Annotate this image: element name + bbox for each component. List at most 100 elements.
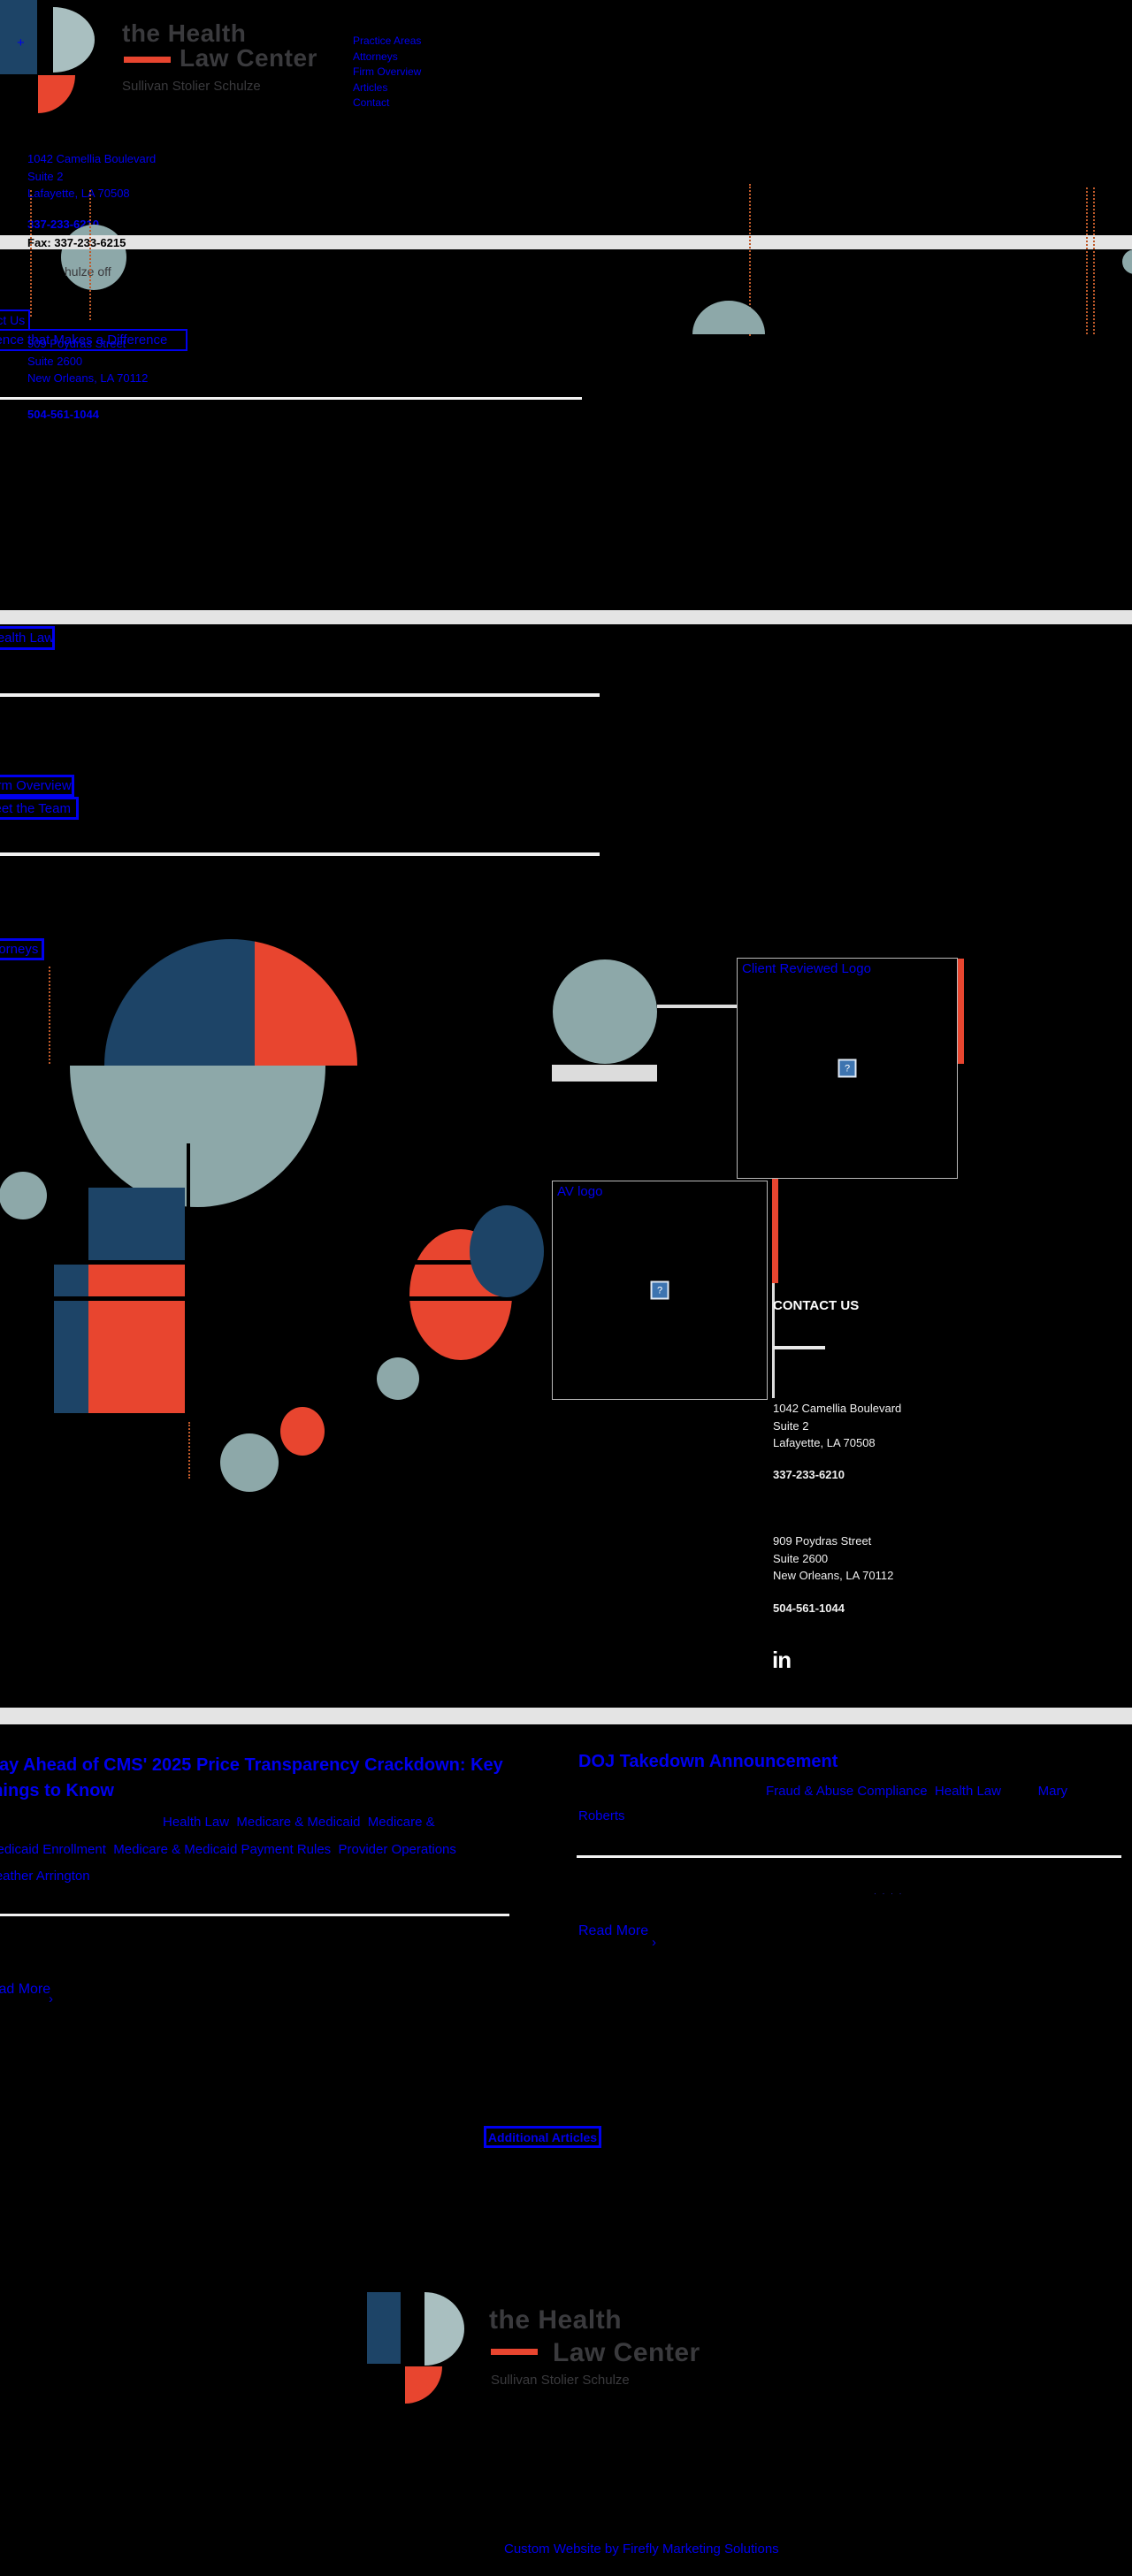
logo-text-line1: the Health (122, 19, 247, 47)
experience-boxed-link[interactable]: Experience that Makes a Difference (0, 329, 187, 351)
nav-practice-areas[interactable]: Practice Areas (353, 34, 422, 47)
attorneys-boxed-link[interactable]: Attorneys (0, 938, 44, 960)
firm-overview-boxed-link[interactable]: Firm Overview (0, 775, 74, 797)
additional-articles-button[interactable]: Additional Articles (484, 2126, 601, 2148)
divider-line (577, 1855, 1121, 1858)
address-line: 909 Poydras Street (27, 337, 126, 350)
black-rule (0, 1260, 761, 1265)
decor-teal-circle-med (553, 959, 657, 1064)
address-line: Suite 2 (27, 169, 64, 183)
connector-line (657, 1005, 737, 1008)
fax-number: Fax: 337-233-6215 (27, 236, 126, 249)
footer-logo-text-line2: Law Center (553, 2338, 700, 2367)
footer-address-neworleans: 909 Poydras Street Suite 2600 New Orlean… (773, 1533, 893, 1585)
black-rule (0, 1296, 761, 1301)
top-address-lafayette[interactable]: 1042 Camellia Boulevard Suite 2 Lafayett… (27, 150, 156, 203)
top-address-neworleans[interactable]: 909 Poydras Street Suite 2600 New Orlean… (27, 335, 148, 387)
address-line: 909 Poydras Street (773, 1534, 872, 1548)
broken-image-icon: ? (650, 1280, 669, 1300)
read-more-right[interactable]: Read More (578, 1923, 649, 1938)
logo-teal-halfcircle-icon (53, 7, 95, 73)
decor-navy-strip (54, 1265, 88, 1413)
address-line: Suite 2600 (773, 1551, 829, 1565)
decor-gray-bar (552, 1065, 657, 1082)
header-nav: Practice Areas Attorneys Firm Overview A… (353, 34, 421, 111)
divider-line (0, 852, 600, 856)
footer-logo-subtitle: Sullivan Stolier Schulze (491, 2373, 630, 2388)
address-line: Lafayette, LA 70508 (27, 187, 130, 200)
dotted-line (49, 967, 50, 1064)
divider-line (0, 397, 582, 400)
decor-teal-dot-1 (377, 1357, 419, 1400)
article-title-right[interactable]: DOJ Takedown Announcement (578, 1752, 838, 1771)
contact-us-boxed-link[interactable]: Contact Us (0, 310, 30, 331)
logo-text-line2: Law Center (180, 44, 317, 72)
address-line: New Orleans, LA 70112 (27, 371, 149, 385)
decor-teal-bowl (70, 1066, 325, 1207)
decor-orange-dot (280, 1407, 325, 1456)
chevron-right-icon[interactable]: › (652, 1935, 656, 1950)
chevron-right-icon[interactable]: › (49, 1991, 53, 2007)
decor-navy-ellipse (470, 1205, 544, 1297)
footer-logo-text-line1: the Health (489, 2305, 623, 2335)
footer-phone-neworleans[interactable]: 504-561-1044 (773, 1601, 845, 1615)
nav-contact[interactable]: Contact (353, 96, 390, 110)
decor-orange-bar-2 (772, 1179, 778, 1283)
article-tags-left[interactable]: Health Law Medicare & Medicaid Medicare … (0, 1815, 456, 1884)
dotted-line (188, 1422, 190, 1479)
footer-logo-navy-rect (367, 2292, 401, 2364)
top-phone-neworleans[interactable]: 504-561-1044 (27, 408, 99, 421)
address-line: Lafayette, LA 70508 (773, 1436, 876, 1449)
meet-the-team-boxed-link[interactable]: Meet the Team (0, 797, 79, 820)
decor-teal-semicircle-right (692, 301, 765, 334)
article-title-left[interactable]: Stay Ahead of CMS' 2025 Price Transparen… (0, 1755, 503, 1800)
decor-orange-rect (88, 1265, 185, 1413)
contact-us-heading: CONTACT US (773, 1298, 860, 1313)
client-reviewed-alt-text: Client Reviewed Logo (742, 961, 871, 976)
plus-link[interactable]: + (17, 35, 25, 50)
address-line: Suite 2 (773, 1418, 809, 1433)
decor-navy-rect (88, 1188, 185, 1260)
address-line: Suite 2600 (27, 354, 83, 368)
section-band (0, 1708, 1132, 1724)
dotted-line (749, 184, 751, 336)
address-line: New Orleans, LA 70112 (773, 1569, 894, 1582)
linkedin-icon[interactable]: in (772, 1647, 792, 1673)
divider-line (0, 693, 600, 697)
av-logo-alt-text: AV logo (557, 1184, 603, 1199)
dotted-line (1093, 187, 1095, 334)
av-logo-image-placeholder[interactable]: AV logo ? (552, 1181, 768, 1400)
address-line: 1042 Camellia Boulevard (773, 1402, 902, 1415)
footer-logo-orange-dash (491, 2349, 538, 2355)
footer-logo-orange-quarter-icon (405, 2366, 442, 2404)
decor-teal-circle-edge (1122, 249, 1132, 274)
site-credit-link[interactable]: Custom Website by Firefly Marketing Solu… (504, 2542, 779, 2557)
footer-logo-teal-halfcircle-icon (424, 2292, 464, 2366)
dotted-line (89, 190, 91, 320)
nav-articles[interactable]: Articles (353, 80, 388, 94)
dotted-line (1086, 187, 1088, 334)
logo-navy-square (0, 0, 37, 74)
client-reviewed-image-placeholder[interactable]: Client Reviewed Logo ? (737, 958, 958, 1179)
decor-white-bar (772, 1283, 775, 1398)
black-vertical-rule (187, 1143, 190, 1420)
logo-orange-dash (124, 57, 171, 63)
nav-firm-overview[interactable]: Firm Overview (353, 65, 422, 79)
decor-teal-dot-2 (220, 1433, 279, 1492)
decor-teal-circle-left-edge (0, 1172, 47, 1219)
broken-image-icon: ? (838, 1059, 857, 1078)
health-law-boxed-link[interactable]: Health Law (0, 626, 55, 650)
decor-dome-navy-orange (104, 939, 357, 1066)
read-more-left[interactable]: Read More (0, 1982, 51, 1997)
logo-orange-quarter-icon (38, 75, 75, 113)
article-tags-right[interactable]: Fraud & Abuse Compliance Health Law Mary… (578, 1784, 1072, 1823)
decor-orange-bar-1 (958, 959, 964, 1064)
nav-attorneys[interactable]: Attorneys (353, 50, 398, 63)
fax-band (0, 235, 1132, 249)
address-line: 1042 Camellia Boulevard (27, 152, 157, 165)
dotted-fragment: · · · · (874, 1889, 904, 1898)
section-band (0, 610, 1132, 624)
footer-phone-lafayette[interactable]: 337-233-6210 (773, 1468, 845, 1481)
divider-line (0, 1914, 509, 1916)
